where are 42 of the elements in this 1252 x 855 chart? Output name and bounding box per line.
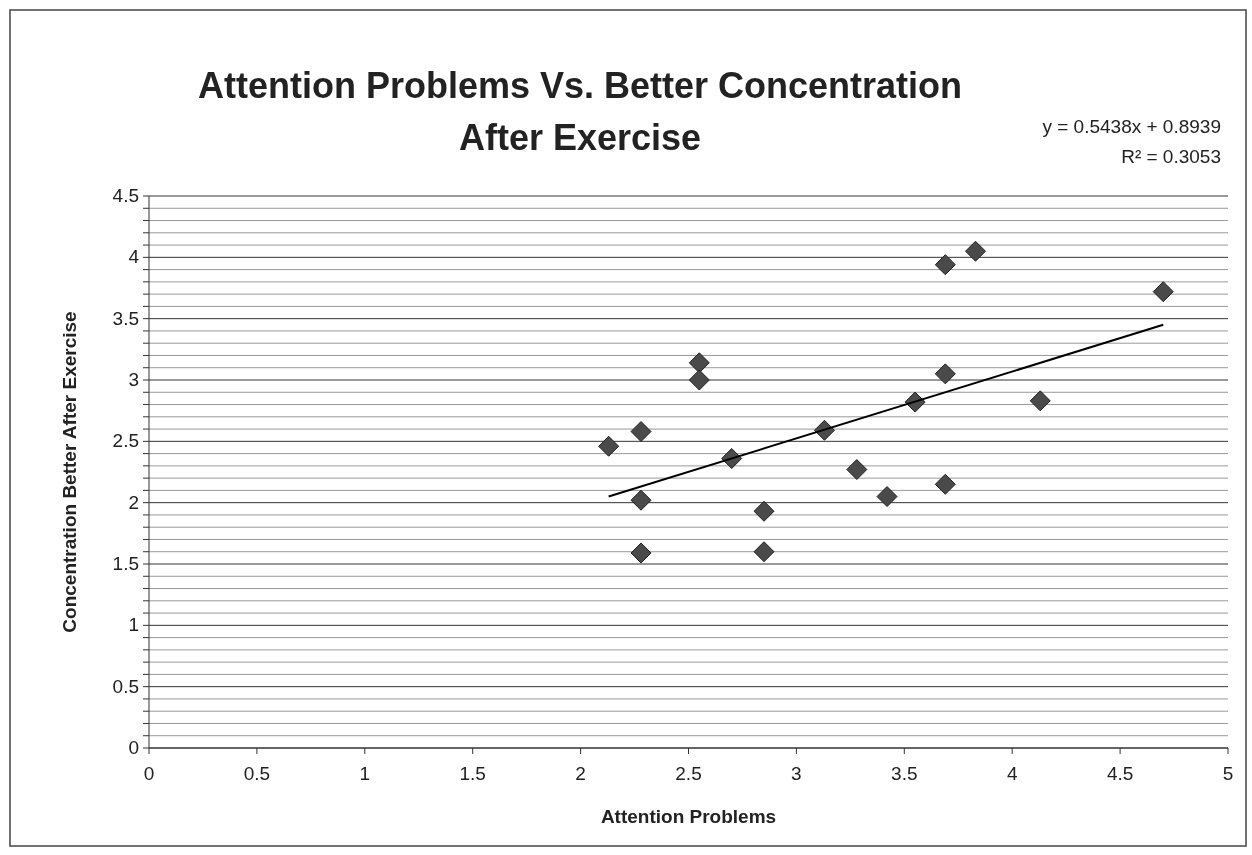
y-tick-label: 4.5 xyxy=(112,185,139,206)
x-tick-label: 1 xyxy=(359,763,371,784)
point xyxy=(846,459,868,481)
y-tick-label: 1.5 xyxy=(112,553,139,574)
x-tick-label: 2 xyxy=(575,763,586,784)
point xyxy=(630,542,652,564)
y-tick-label: 4 xyxy=(128,246,140,268)
x-tick-label: 3.5 xyxy=(891,763,918,784)
text: R² = 0.3053 xyxy=(1121,146,1221,167)
point xyxy=(688,369,710,391)
point xyxy=(598,435,620,457)
y-axis-title: Concentration Better After Exercise xyxy=(59,311,80,633)
point xyxy=(934,254,956,276)
point xyxy=(1152,281,1174,303)
x-tick-label: 0 xyxy=(143,763,155,784)
x-tick-label: 2.5 xyxy=(675,763,702,784)
point xyxy=(688,352,710,374)
point xyxy=(753,541,775,563)
point xyxy=(934,363,956,385)
y-tick-label: 2.5 xyxy=(112,430,139,452)
chart-title: Attention Problems Vs. Better Concentration After Exercise xyxy=(197,65,963,158)
y-tick-label: 3 xyxy=(128,369,139,390)
y-tick-label: 0.5 xyxy=(112,675,139,697)
y-tick-label: 1 xyxy=(128,614,139,636)
y-tick-label: 0 xyxy=(128,737,139,758)
point xyxy=(630,489,652,511)
x-axis-title: Attention Problems xyxy=(600,806,777,827)
x-tick-label: 5 xyxy=(1222,763,1234,784)
x-tick-label: 1.5 xyxy=(459,763,486,784)
point xyxy=(965,240,987,262)
x-tick-label: 0.5 xyxy=(243,763,271,784)
point xyxy=(630,421,652,443)
x-tick-label: 4.5 xyxy=(1106,763,1134,784)
point xyxy=(876,486,898,508)
point xyxy=(1029,390,1051,412)
text: y = 0.5438x + 0.8939 xyxy=(1042,116,1221,137)
y-tick-label: 3.5 xyxy=(112,307,139,329)
y-tick-label: 2 xyxy=(128,491,139,513)
point xyxy=(753,500,775,522)
x-tick-label: 3 xyxy=(791,763,802,784)
x-tick-label: 4 xyxy=(1006,763,1018,784)
point xyxy=(934,473,956,495)
